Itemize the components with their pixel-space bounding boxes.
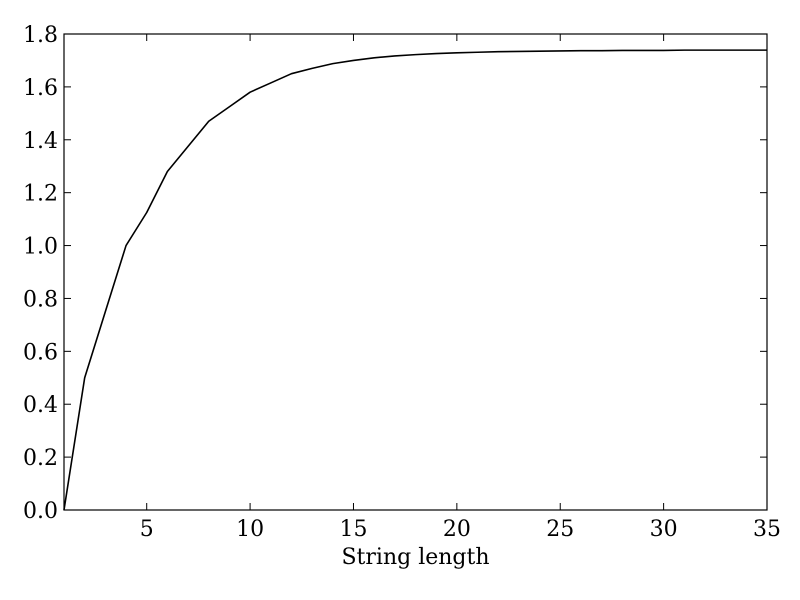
x-tick-label: 25 [546, 517, 574, 542]
y-tick-label: 1.8 [23, 23, 58, 48]
x-tick-label: 5 [140, 517, 154, 542]
x-tick-label: 20 [443, 517, 471, 542]
x-tick-label: 35 [753, 517, 781, 542]
y-tick-label: 1.0 [23, 235, 58, 260]
x-tick-label: 30 [650, 517, 678, 542]
series-layer [63, 49, 767, 511]
y-tick-label: 0.2 [23, 446, 58, 471]
y-tick-label: 0.0 [23, 499, 58, 524]
x-tick-label: 15 [339, 517, 367, 542]
series-line-0 [63, 49, 767, 511]
y-tick-label: 1.6 [23, 76, 58, 101]
y-tick-label: 1.2 [23, 182, 58, 207]
ticks-layer [64, 33, 768, 511]
y-tick-label: 0.8 [23, 287, 58, 312]
x-axis-title: String length [341, 545, 489, 570]
plot-frame [63, 33, 768, 511]
y-tick-label: 0.6 [23, 340, 58, 365]
tick-labels-layer: 5 10 15 20 25 30 35 0.0 0.2 0.4 0.6 0.8 1.0 1.2 1.4 1.6… [23, 23, 781, 542]
x-tick-label: 10 [236, 517, 264, 542]
y-tick-label: 1.4 [23, 129, 58, 154]
y-tick-label: 0.4 [23, 393, 58, 418]
